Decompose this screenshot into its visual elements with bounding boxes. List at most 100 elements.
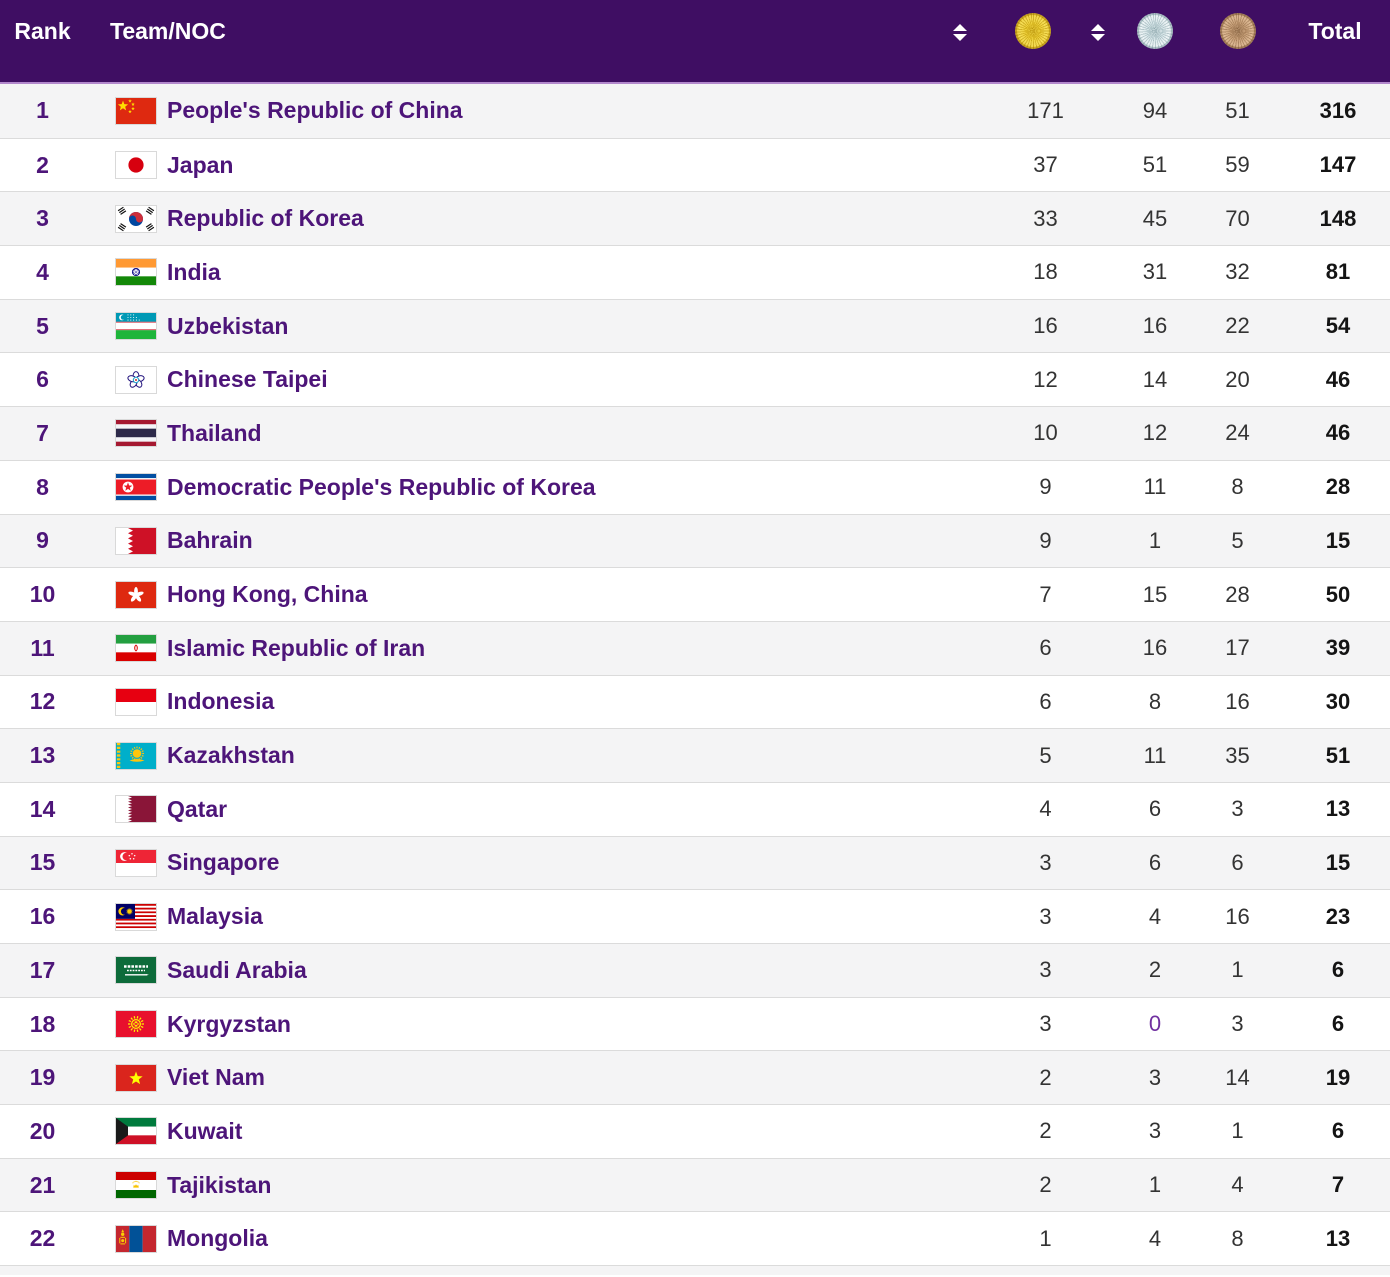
total-count: 50	[1325, 581, 1351, 607]
silver-count: 45	[1142, 205, 1168, 231]
table-row[interactable]: 7 Thailand 10 12 24 46	[0, 406, 1390, 460]
team-name: Saudi Arabia	[167, 956, 307, 983]
table-row[interactable]: 19 Viet Nam 2 3 14 19	[0, 1050, 1390, 1105]
bronze-count: 16	[1225, 903, 1250, 929]
spacer	[935, 1051, 985, 1104]
silver-column-header[interactable]	[1115, 0, 1195, 62]
rank-value: 12	[29, 688, 56, 715]
table-row[interactable]: 14 Qatar 4 6 3 13	[0, 781, 1390, 836]
table-row[interactable]: 16 Malaysia 3 4 16 23	[0, 889, 1390, 943]
team-cell: Qatar	[85, 783, 935, 836]
total-count: 6	[1331, 1011, 1345, 1037]
gold-count: 6	[1039, 688, 1052, 714]
sort-updown-icon	[1090, 23, 1105, 41]
table-row[interactable]: 13 Kazakhstan 5 11 35 51	[0, 728, 1390, 782]
silver-count: 16	[1142, 313, 1168, 339]
rank-value: 2	[36, 151, 49, 178]
team-cell: Viet Nam	[85, 1051, 935, 1104]
bronze-count: 1	[1231, 1118, 1244, 1144]
team-noc-header[interactable]: Team/NOC	[85, 0, 935, 62]
team-cell: Mongolia	[85, 1212, 935, 1265]
team-cell: Democratic People's Republic of Korea	[85, 461, 935, 514]
total-count: 13	[1325, 1225, 1351, 1251]
team-cell: Islamic Republic of Iran	[85, 622, 935, 675]
rank-header[interactable]: Rank	[0, 0, 85, 62]
gold-column-header[interactable]	[985, 0, 1080, 62]
gold-count: 171	[1027, 97, 1064, 123]
team-name: Thailand	[167, 419, 262, 446]
total-count: 316	[1319, 97, 1357, 123]
team-name: Chinese Taipei	[167, 366, 328, 393]
silver-count: 1	[1148, 1172, 1162, 1198]
bronze-count: 35	[1225, 742, 1250, 768]
table-row[interactable]: 4 India 18 31 32 81	[0, 245, 1390, 299]
total-count: 7	[1331, 1172, 1345, 1198]
table-row[interactable]: 11 Islamic Republic of Iran 6 16 17 39	[0, 620, 1390, 675]
rank-value: 17	[29, 956, 56, 983]
total-header[interactable]: Total	[1280, 0, 1390, 62]
team-name: Tajikistan	[167, 1171, 272, 1198]
flag-iran	[115, 634, 157, 663]
spacer	[935, 84, 985, 138]
silver-count: 14	[1142, 366, 1168, 392]
bronze-count: 16	[1225, 688, 1250, 714]
team-cell: People's Republic of China	[85, 84, 935, 138]
spacer	[935, 246, 985, 299]
silver-count: 31	[1142, 259, 1168, 285]
spacer	[935, 461, 985, 514]
bronze-count: 3	[1231, 1011, 1244, 1037]
bronze-count: 6	[1231, 849, 1244, 875]
silver-count: 3	[1148, 1064, 1162, 1090]
spacer	[935, 353, 985, 406]
bronze-count: 59	[1225, 152, 1250, 178]
table-row[interactable]: 18 Kyrgyzstan 3 0 3 6	[0, 996, 1390, 1051]
flag-kazakhstan	[115, 741, 157, 770]
team-noc-header-label: Team/NOC	[110, 17, 226, 44]
table-row[interactable]: 6 Chinese Taipei 12 14 20 46	[0, 352, 1390, 407]
table-row[interactable]: 22 Mongolia 1 4 8 13	[0, 1211, 1390, 1266]
flag-bahrain	[115, 526, 157, 555]
team-name: Singapore	[167, 849, 280, 876]
bronze-count: 5	[1231, 527, 1244, 553]
table-row[interactable]: 10 Hong Kong, China 7 15 28 50	[0, 567, 1390, 621]
flag-saudi	[115, 956, 157, 985]
sort-gold-button[interactable]	[935, 0, 985, 62]
silver-count: 11	[1143, 742, 1167, 768]
team-name: Japan	[167, 151, 234, 178]
spacer	[935, 1212, 985, 1265]
total-count: 81	[1325, 259, 1351, 285]
rank-value: 3	[36, 205, 49, 232]
table-row[interactable]: 3 Republic of Korea 33 45 70 148	[0, 191, 1390, 246]
team-cell: Malaysia	[85, 890, 935, 943]
gold-count: 5	[1039, 742, 1052, 768]
bronze-count: 4	[1231, 1172, 1244, 1198]
rank-value: 18	[29, 1010, 56, 1037]
silver-count: 15	[1142, 581, 1168, 607]
table-row[interactable]: 20 Kuwait 2 3 1 6	[0, 1104, 1390, 1158]
flag-kyrgyzstan	[115, 1010, 157, 1039]
flag-japan	[115, 151, 157, 180]
team-name: Islamic Republic of Iran	[167, 634, 426, 661]
flag-uzbekistan	[115, 312, 157, 341]
flag-tajikistan	[115, 1171, 157, 1200]
flag-singapore	[115, 848, 157, 877]
gold-count: 33	[1033, 205, 1058, 231]
bronze-count: 8	[1231, 474, 1244, 500]
spacer	[935, 890, 985, 943]
team-name: Kuwait	[167, 1117, 243, 1144]
table-row[interactable]: 5 Uzbekistan 16 16 22 54	[0, 298, 1390, 353]
table-row[interactable]: 21 Tajikistan 2 1 4 7	[0, 1157, 1390, 1212]
team-cell: India	[85, 246, 935, 299]
table-row[interactable]: 17 Saudi Arabia 3 2 1 6	[0, 943, 1390, 997]
bronze-column-header[interactable]	[1195, 0, 1280, 62]
table-row[interactable]: 9 Bahrain 9 1 5 15	[0, 513, 1390, 568]
table-row[interactable]: 12 Indonesia 6 8 16 30	[0, 674, 1390, 729]
total-count: 147	[1319, 152, 1357, 178]
sort-silver-button[interactable]	[1080, 0, 1115, 62]
table-row[interactable]: 2 Japan 37 51 59 147	[0, 137, 1390, 192]
table-row[interactable]: 1 People's Republic of China 171 94 51 316	[0, 84, 1390, 138]
rank-value: 4	[36, 258, 49, 285]
table-row[interactable]: 8 Democratic People's Republic of Korea 9 1…	[0, 459, 1390, 514]
table-row[interactable]: 15 Singapore 3 6 6 15	[0, 835, 1390, 890]
rank-value: 19	[29, 1064, 56, 1091]
